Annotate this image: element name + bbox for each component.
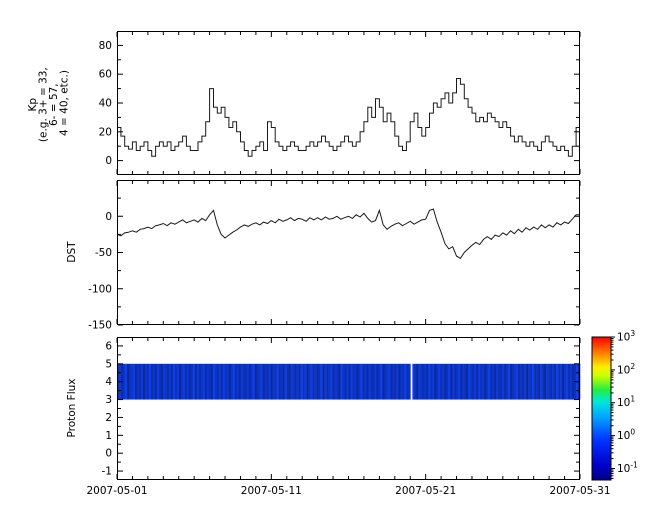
proton-flux-ytick-label: 4 [105,376,112,388]
colorbar-tick-label: 101 [617,395,635,410]
flux-colorbar [591,336,612,481]
proton-flux-ytick-label: 2 [105,412,112,424]
kp-axis-label-line: (e.g. 3+ = 33, [38,67,50,142]
kp-axes: 0 20 40 60 80 [99,31,581,175]
proton-flux-axis-label: Proton Flux [66,378,78,437]
colorbar-tick-label: 103 [617,329,635,344]
x-tick-label: 2007-05-21 [395,485,456,497]
colorbar-tick-label: 10-1 [617,461,638,476]
dst-axes: 0 -50 -100 -150 [88,180,581,332]
kp-ytick-label: 20 [99,126,112,138]
proton-flux-band [117,363,581,400]
dst-ytick-label: -100 [88,283,112,295]
proton-flux-ytick-label: 5 [105,358,112,370]
x-tick-labels: 2007-05-01 2007-05-11 2007-05-21 2007-05-31 [86,485,610,497]
dst-ytick-label: -50 [95,247,112,259]
kp-axis-label-line: 6- = 57, [48,83,60,126]
proton-flux-ytick-label: 0 [105,448,112,460]
proton-flux-ytick-label: 6 [105,340,112,352]
dst-ytick-label: -150 [88,320,112,332]
colorbar-tick-label: 100 [617,428,635,443]
colorbar-ticks [611,336,615,479]
kp-axis-label-line: 4 = 40, etc.) [59,70,71,136]
colorbar-tick-label: 102 [617,362,635,377]
dst-series-line [116,208,580,259]
kp-series-line [117,78,580,157]
kp-ytick-label: 60 [99,69,112,81]
proton-flux-ytick-label: 3 [105,394,112,406]
proton-flux-ytick-label: 1 [105,430,112,442]
x-tick-label: 2007-05-31 [549,485,610,497]
x-tick-label: 2007-05-11 [241,485,302,497]
kp-ytick-label: 80 [99,40,112,52]
kp-ytick-label: 40 [99,98,112,110]
proton-flux-ytick-label: -1 [102,466,112,478]
kp-axis-label-line: Kp [27,98,39,112]
kp-ytick-label: 0 [105,155,112,167]
x-tick-label: 2007-05-01 [86,485,147,497]
proton-flux-axes: 6 5 4 3 2 1 0 -1 [102,337,581,480]
kp-axis-label: Kp (e.g. 3+ = 33, 6- = 57, 4 = 40, etc.) [27,64,71,142]
dst-ytick-label: 0 [105,211,112,223]
dst-axis-label: DST [66,241,78,263]
